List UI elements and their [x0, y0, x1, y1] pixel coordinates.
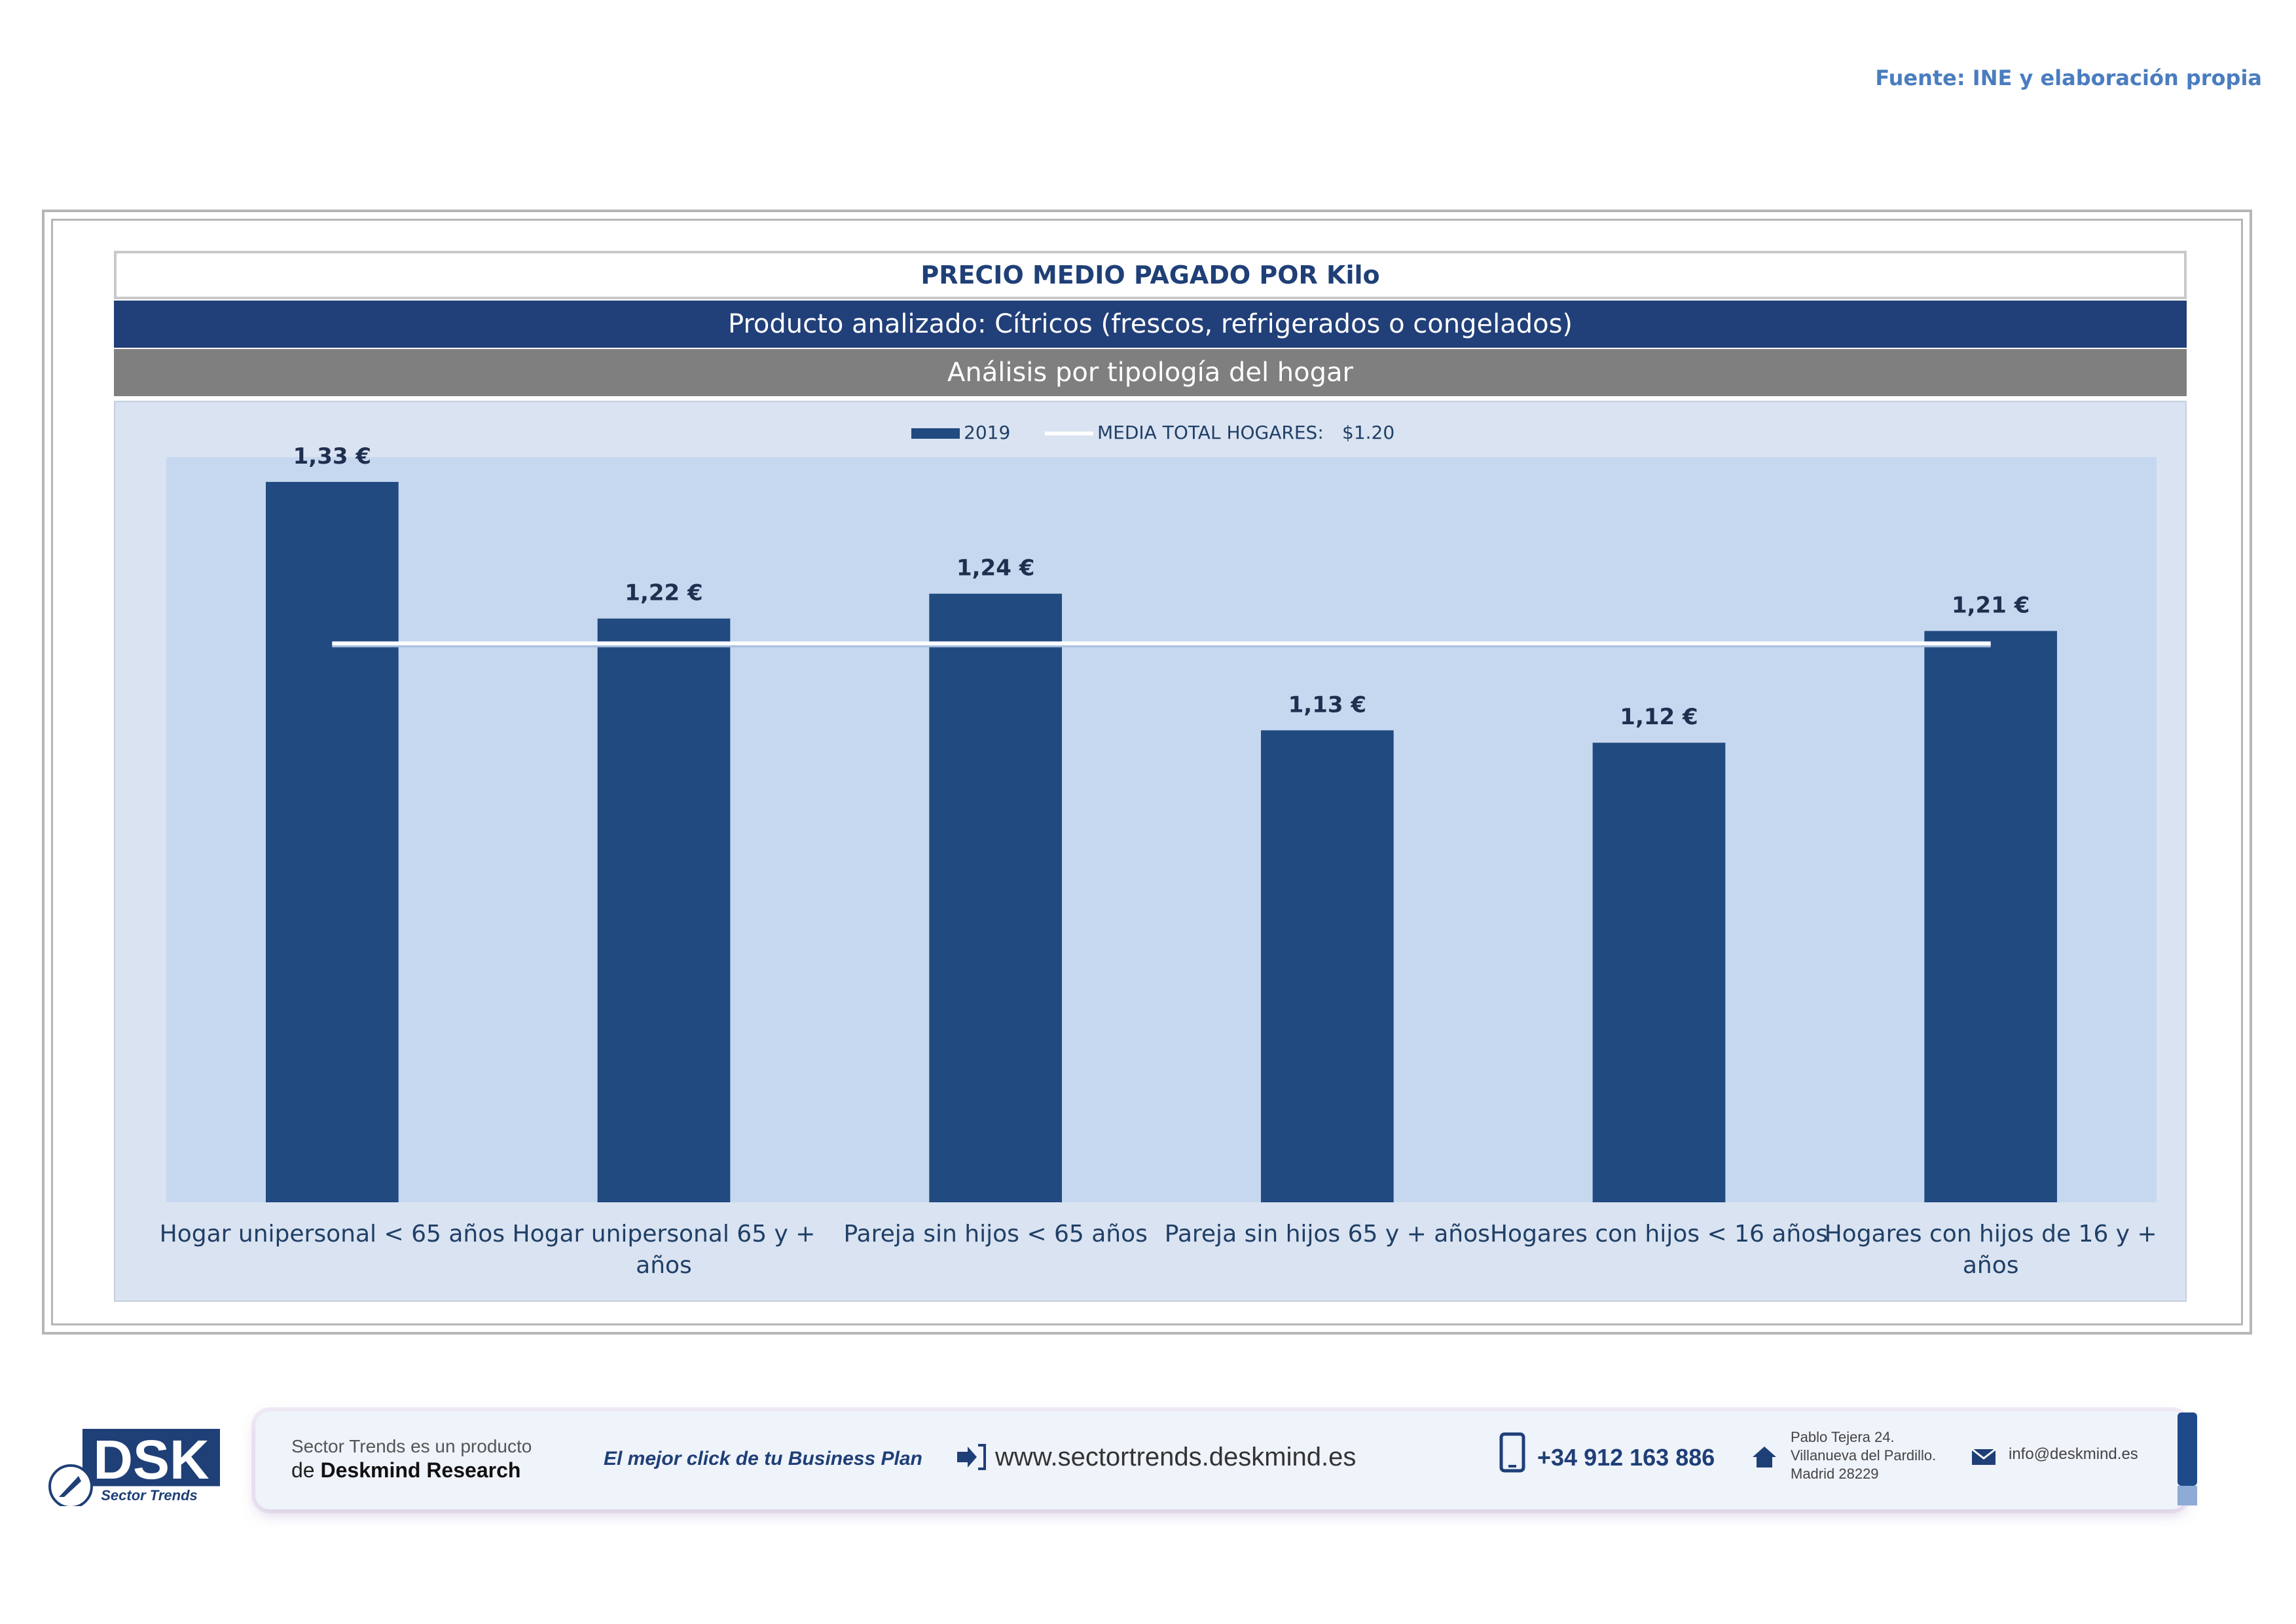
- data-label-2: 1,22 €: [625, 580, 702, 606]
- category-label-3: Pareja sin hijos < 65 años: [843, 1221, 1147, 1247]
- category-label-6-line2: años: [1963, 1252, 2019, 1279]
- footer-website-link[interactable]: www.sectortrends.deskmind.es: [995, 1443, 1357, 1471]
- footer-email[interactable]: info@deskmind.es: [2009, 1445, 2138, 1463]
- chart-panel: 1,33 € Hogar unipersonal < 65 años 1,22 € H…: [114, 401, 2187, 1302]
- footer-accent: [2178, 1412, 2197, 1486]
- analysis-subtitle: Análisis por tipología del hogar: [114, 349, 2187, 396]
- category-label-5: Hogares con hijos < 16 años: [1490, 1221, 1828, 1247]
- data-label-4: 1,13 €: [1288, 692, 1366, 718]
- plot-area: [166, 457, 2157, 1202]
- data-label-5: 1,12 €: [1620, 704, 1698, 730]
- category-label-2: Hogar unipersonal 65 y +: [513, 1221, 816, 1247]
- logo-block: [82, 1429, 220, 1485]
- dsk-logo: DSK Sector Trends: [45, 1421, 221, 1509]
- data-label-1: 1,33 €: [293, 443, 371, 470]
- chart-frame-inner: [51, 219, 2243, 1325]
- address-line1: Pablo Tejera 24.: [1791, 1429, 1895, 1445]
- address-line3: Madrid 28229: [1791, 1466, 1879, 1482]
- footer-product-line2: de Deskmind Research: [291, 1458, 520, 1483]
- bar-chart: 1,33 € Hogar unipersonal < 65 años 1,22 € H…: [160, 422, 2157, 1279]
- footer-accent-low: [2178, 1486, 2197, 1505]
- category-label-2-line2: años: [636, 1252, 692, 1279]
- chart-frame: [42, 210, 2252, 1335]
- category-label-4: Pareja sin hijos 65 y + años: [1165, 1221, 1490, 1247]
- legend-swatch-2019: [911, 428, 960, 439]
- bar-1: [266, 481, 399, 1202]
- home-icon: [1753, 1447, 1776, 1467]
- logo-text: DSK: [93, 1429, 209, 1490]
- legend-label-average: MEDIA TOTAL HOGARES:: [1097, 422, 1324, 443]
- address-line2: Villanueva del Pardillo.: [1791, 1447, 1937, 1464]
- footer-banner: Sector Trends es un producto de Deskmind…: [255, 1411, 2197, 1509]
- data-label-6: 1,21 €: [1952, 593, 2030, 619]
- chart-title: PRECIO MEDIO PAGADO POR Kilo: [114, 251, 2187, 299]
- data-label-3: 1,24 €: [957, 555, 1034, 581]
- bar-6: [1924, 631, 2057, 1202]
- legend-average-value: $1.20: [1342, 422, 1394, 443]
- footer-product-prefix: de: [291, 1458, 321, 1482]
- legend-label-2019: 2019: [964, 422, 1010, 443]
- source-note: Fuente: INE y elaboración propia: [1875, 65, 2262, 90]
- footer-address: Pablo Tejera 24. Villanueva del Pardillo…: [1791, 1428, 1936, 1483]
- bar-3: [929, 593, 1062, 1202]
- footer-brand: Deskmind Research: [320, 1458, 521, 1482]
- product-subtitle: Producto analizado: Cítricos (frescos, r…: [114, 301, 2187, 348]
- bar-5: [1592, 743, 1726, 1202]
- bar-4: [1261, 730, 1394, 1202]
- link-arrow-icon: [957, 1444, 986, 1470]
- footer-slogan: El mejor click de tu Business Plan: [604, 1448, 922, 1469]
- category-label-6: Hogares con hijos de 16 y +: [1825, 1221, 2157, 1247]
- footer-phone[interactable]: +34 912 163 886: [1537, 1444, 1715, 1471]
- mail-icon: [1971, 1448, 1996, 1465]
- phone-icon: [1499, 1432, 1525, 1473]
- logo-subtitle: Sector Trends: [101, 1487, 198, 1504]
- footer-product-line1: Sector Trends es un producto: [291, 1436, 532, 1456]
- bar-2: [597, 618, 731, 1202]
- category-label-1: Hogar unipersonal < 65 años: [160, 1221, 505, 1247]
